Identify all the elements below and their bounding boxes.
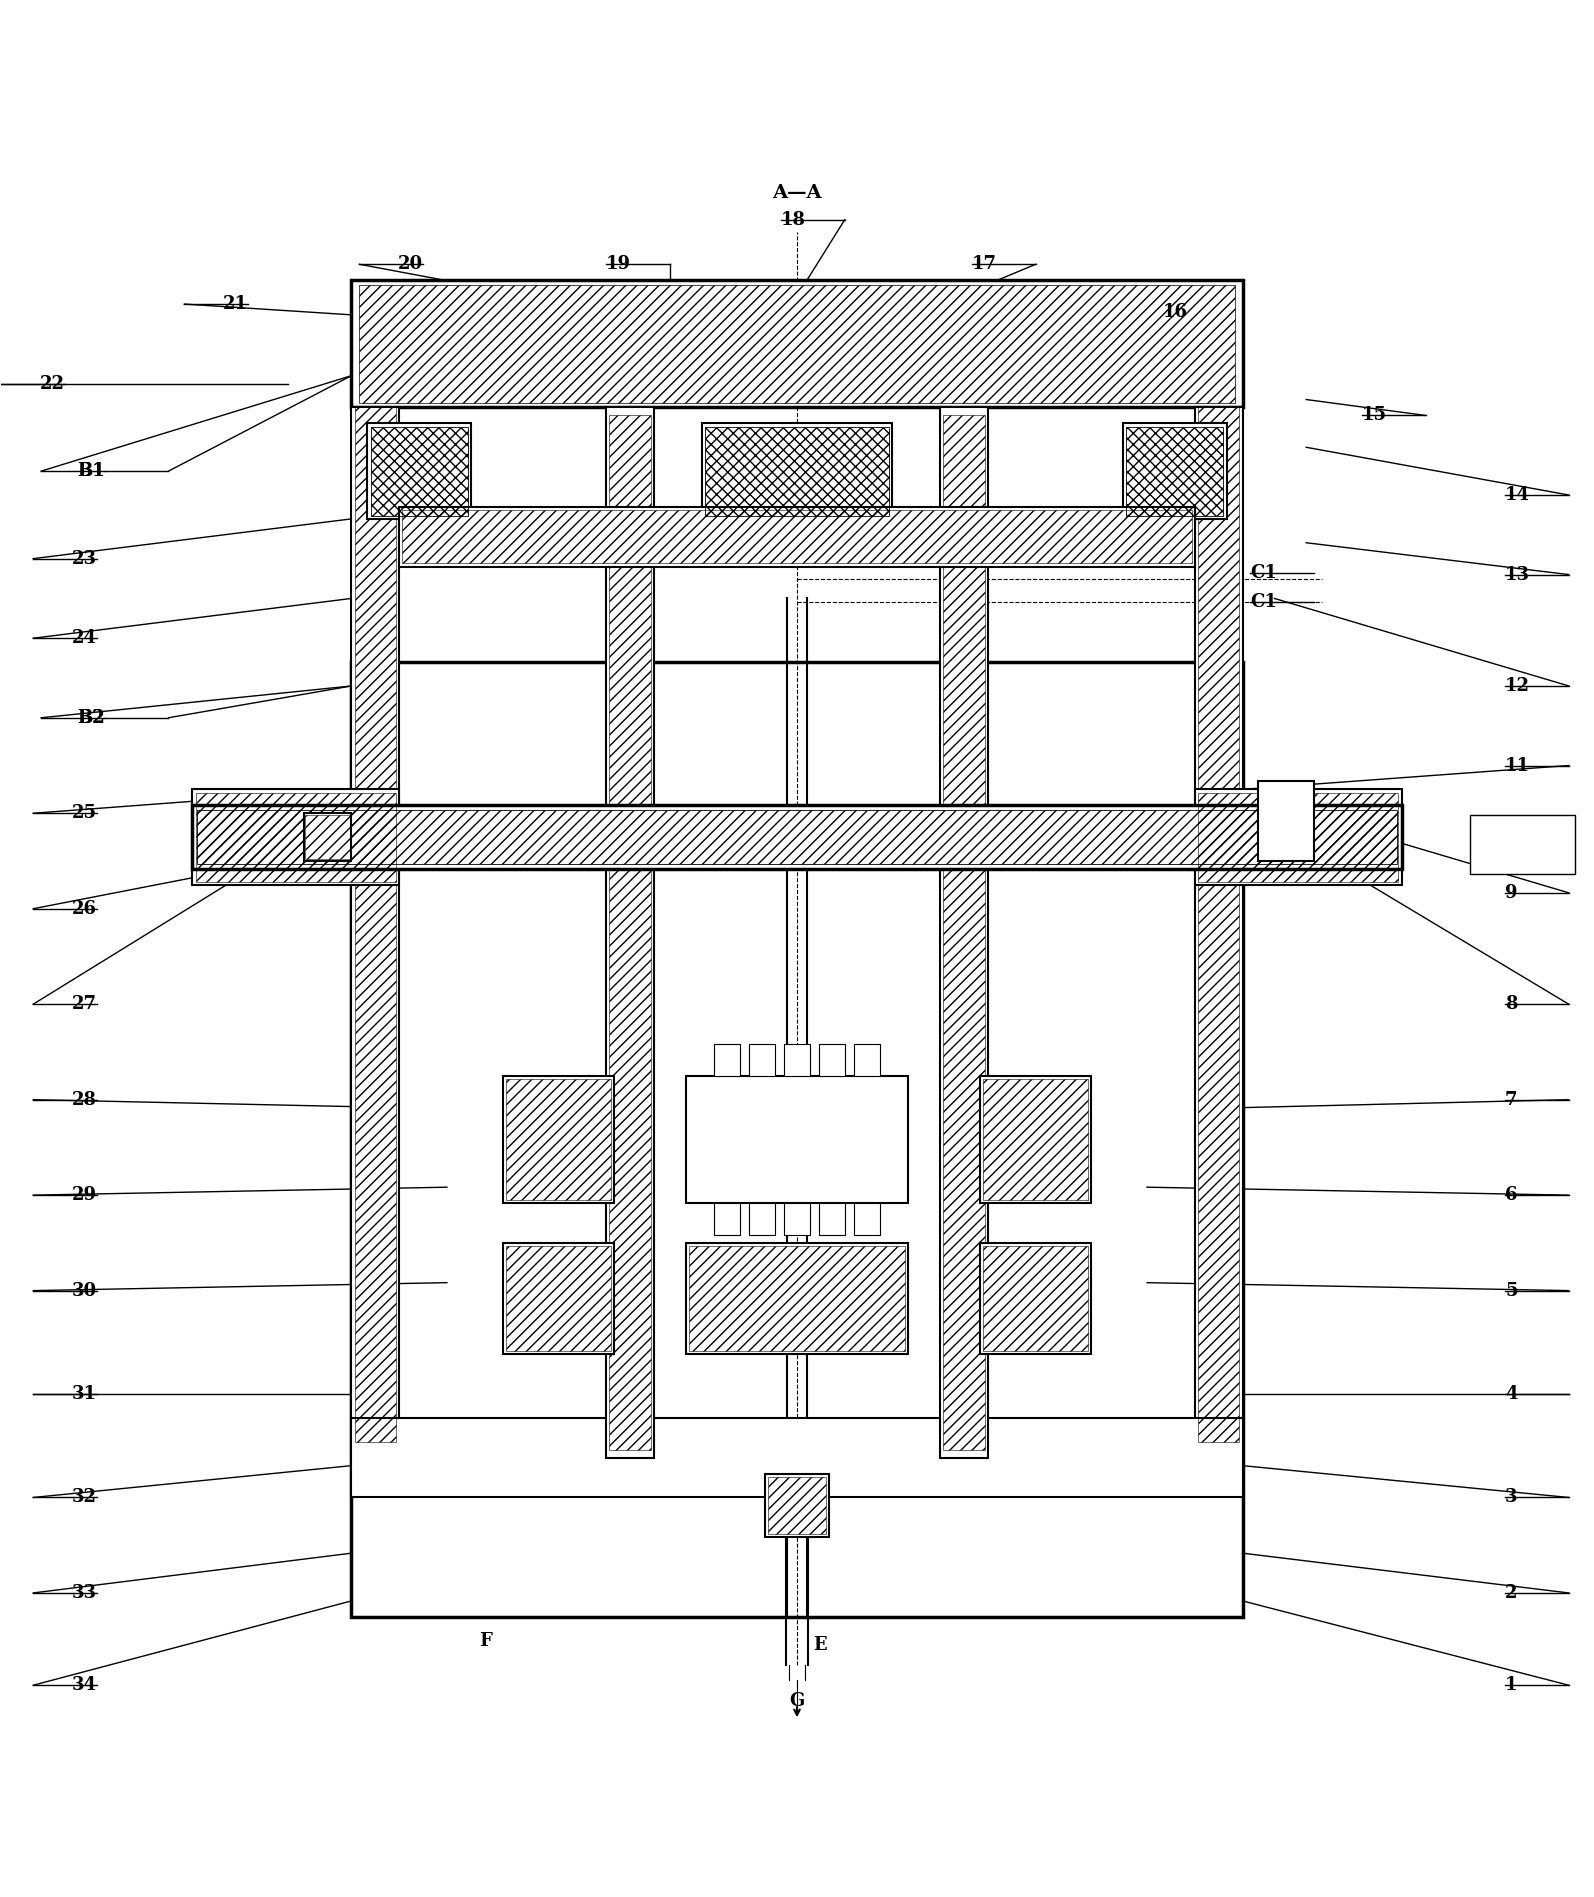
- Bar: [749, 1043, 775, 1076]
- Text: 1: 1: [1505, 1677, 1517, 1694]
- Bar: [505, 1079, 611, 1201]
- Bar: [983, 1079, 1089, 1201]
- Bar: [193, 806, 1401, 869]
- Text: 20: 20: [398, 256, 422, 273]
- Text: C1: C1: [1251, 592, 1277, 611]
- Text: 27: 27: [72, 996, 97, 1013]
- Text: 14: 14: [1505, 486, 1530, 505]
- Bar: [765, 1474, 829, 1537]
- Text: B1: B1: [77, 463, 105, 480]
- Text: 3: 3: [1505, 1489, 1517, 1506]
- Text: G: G: [789, 1692, 805, 1711]
- Bar: [784, 1203, 810, 1235]
- Bar: [1124, 423, 1227, 520]
- Text: 32: 32: [72, 1489, 97, 1506]
- Text: 17: 17: [972, 256, 996, 273]
- Bar: [351, 662, 1243, 1616]
- Bar: [351, 1417, 1243, 1497]
- Bar: [367, 423, 470, 520]
- Text: A—A: A—A: [771, 184, 823, 201]
- Bar: [940, 408, 988, 1457]
- Bar: [944, 415, 985, 1449]
- Bar: [193, 789, 398, 884]
- Bar: [1196, 789, 1401, 884]
- Bar: [398, 506, 1196, 567]
- Bar: [359, 285, 1235, 402]
- Bar: [196, 793, 395, 882]
- Text: 19: 19: [606, 256, 631, 273]
- Bar: [354, 408, 395, 1442]
- Text: 2: 2: [1505, 1584, 1517, 1601]
- Text: B2: B2: [77, 709, 105, 727]
- Bar: [1258, 782, 1313, 861]
- Bar: [502, 1243, 614, 1354]
- Bar: [784, 1043, 810, 1076]
- Text: 7: 7: [1505, 1091, 1517, 1108]
- Bar: [306, 816, 349, 859]
- Text: 4: 4: [1505, 1385, 1517, 1404]
- Text: 25: 25: [72, 804, 97, 821]
- Text: 31: 31: [72, 1385, 97, 1404]
- Bar: [685, 1243, 909, 1354]
- Bar: [983, 1246, 1089, 1351]
- Bar: [714, 1043, 740, 1076]
- Text: 22: 22: [40, 374, 65, 393]
- Text: 26: 26: [72, 899, 97, 918]
- Bar: [351, 281, 1243, 408]
- Bar: [402, 510, 1192, 563]
- Text: 29: 29: [72, 1186, 97, 1205]
- Bar: [980, 1243, 1092, 1354]
- Text: 28: 28: [72, 1091, 97, 1108]
- Bar: [609, 415, 650, 1449]
- Text: B2: B2: [77, 709, 105, 727]
- Bar: [1127, 427, 1224, 516]
- Text: 33: 33: [72, 1584, 97, 1601]
- Bar: [1199, 408, 1240, 1442]
- Text: 6: 6: [1505, 1186, 1517, 1205]
- Bar: [854, 1043, 880, 1076]
- Text: 23: 23: [72, 550, 97, 567]
- Bar: [819, 1203, 845, 1235]
- Text: 13: 13: [1505, 565, 1530, 584]
- Bar: [819, 1043, 845, 1076]
- Bar: [1196, 408, 1243, 1457]
- Text: 9: 9: [1505, 884, 1517, 901]
- Text: 8: 8: [1505, 996, 1517, 1013]
- Text: 15: 15: [1361, 406, 1387, 425]
- Bar: [705, 427, 889, 516]
- Text: 18: 18: [781, 211, 807, 230]
- Text: 10: 10: [1505, 837, 1530, 854]
- Bar: [1199, 793, 1398, 882]
- Text: 10: 10: [1510, 837, 1535, 854]
- Text: 21: 21: [223, 296, 249, 313]
- FancyBboxPatch shape: [1470, 816, 1575, 875]
- Bar: [606, 408, 654, 1457]
- Text: 34: 34: [72, 1677, 97, 1694]
- Bar: [502, 1076, 614, 1203]
- Bar: [714, 1203, 740, 1235]
- Text: 30: 30: [72, 1282, 97, 1299]
- Text: F: F: [478, 1631, 491, 1650]
- Text: E: E: [813, 1637, 827, 1654]
- Bar: [370, 427, 467, 516]
- Text: C1: C1: [1251, 563, 1277, 582]
- Bar: [689, 1246, 905, 1351]
- Text: B1: B1: [77, 463, 105, 480]
- Bar: [685, 1076, 909, 1203]
- Text: 12: 12: [1505, 677, 1530, 694]
- Text: 5: 5: [1505, 1282, 1517, 1299]
- Bar: [505, 1246, 611, 1351]
- Bar: [854, 1203, 880, 1235]
- Bar: [351, 408, 398, 1457]
- Text: 24: 24: [72, 630, 97, 647]
- Text: 16: 16: [1164, 304, 1188, 321]
- Bar: [768, 1476, 826, 1535]
- Bar: [701, 423, 893, 520]
- Bar: [198, 810, 1396, 865]
- Bar: [980, 1076, 1092, 1203]
- Bar: [304, 814, 351, 861]
- Bar: [749, 1203, 775, 1235]
- Text: 11: 11: [1505, 757, 1530, 774]
